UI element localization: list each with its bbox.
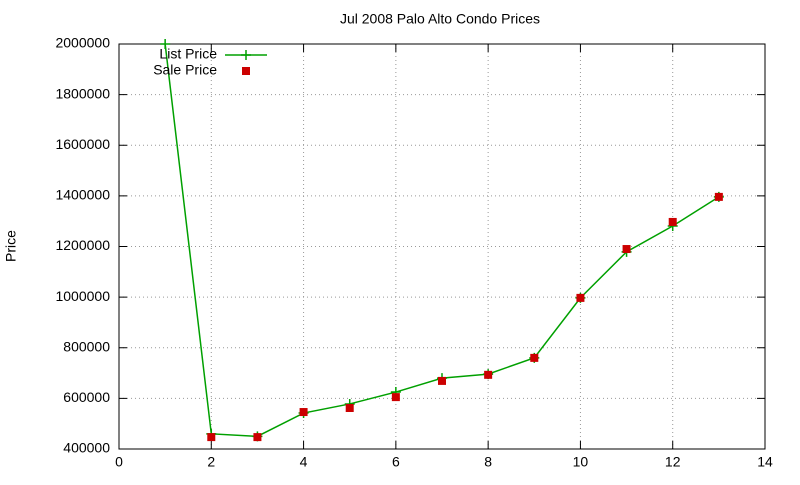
data-point: [530, 353, 539, 362]
data-point: [345, 403, 354, 412]
x-tick-label: 8: [484, 454, 492, 470]
data-point: [622, 245, 631, 254]
legend-label: List Price: [159, 46, 217, 62]
x-tick-label: 14: [757, 454, 773, 470]
y-tick-label: 800000: [63, 338, 110, 354]
data-point: [668, 217, 677, 226]
y-axis-label: Price: [3, 230, 19, 262]
data-point: [299, 408, 308, 417]
data-point: [391, 393, 400, 402]
y-tick-label: 1000000: [55, 288, 110, 304]
x-tick-label: 12: [665, 454, 681, 470]
x-tick-label: 2: [207, 454, 215, 470]
y-tick-label: 1800000: [55, 85, 110, 101]
y-tick-label: 600000: [63, 389, 110, 405]
legend-label: Sale Price: [153, 62, 217, 78]
data-point: [438, 376, 446, 385]
y-tick-label: 400000: [63, 440, 110, 456]
y-tick-label: 2000000: [55, 35, 110, 51]
y-tick-label: 1400000: [55, 187, 110, 203]
data-point: [576, 293, 585, 302]
legend-swatch: [241, 50, 251, 60]
x-tick-label: 6: [392, 454, 400, 470]
data-point: [253, 433, 262, 442]
x-tick-label: 0: [115, 454, 123, 470]
x-tick-label: 4: [300, 454, 308, 470]
x-tick-label: 10: [573, 454, 589, 470]
data-point: [484, 370, 493, 379]
chart-title: Jul 2008 Palo Alto Condo Prices: [340, 11, 540, 27]
y-tick-label: 1600000: [55, 136, 110, 152]
legend-swatch: [242, 67, 250, 75]
plot-border: [118, 43, 766, 450]
y-tick-label: 1200000: [55, 237, 110, 253]
data-point: [160, 39, 171, 49]
data-point: [207, 433, 216, 442]
data-point: [714, 192, 723, 201]
